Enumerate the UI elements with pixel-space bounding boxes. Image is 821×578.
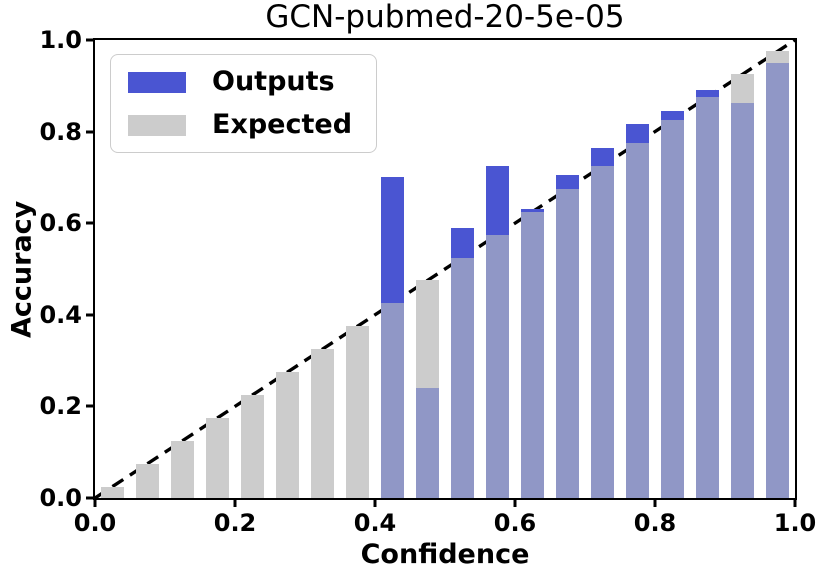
bar-segment — [695, 97, 720, 498]
bar-segment — [345, 326, 370, 498]
bar-segment — [205, 417, 230, 498]
bar-segment — [555, 188, 580, 498]
x-tick-mark — [653, 498, 657, 507]
legend-label-expected: Expected — [212, 109, 353, 140]
bar-segment — [100, 486, 125, 498]
bar-segment — [660, 111, 685, 121]
bar-segment — [590, 147, 615, 166]
x-tick-label: 0.2 — [213, 509, 257, 537]
legend-entry-expected: Expected — [128, 111, 352, 139]
y-tick-label: 0.0 — [39, 484, 82, 512]
y-axis-label: Accuracy — [6, 200, 38, 338]
y-tick-mark — [86, 130, 95, 134]
y-tick-mark — [86, 404, 95, 408]
legend-entry-outputs: Outputs — [128, 68, 352, 96]
bar-segment — [625, 143, 650, 498]
y-tick-mark — [86, 38, 95, 42]
y-tick-mark — [86, 221, 95, 225]
x-tick-label: 0.4 — [353, 509, 397, 537]
bar-segment — [380, 303, 405, 498]
y-tick-mark — [86, 496, 95, 500]
y-tick-label: 0.2 — [39, 392, 82, 421]
outputs-swatch-icon — [128, 71, 186, 93]
y-tick-label: 0.6 — [39, 209, 82, 238]
bar-segment — [485, 234, 510, 498]
bar-segment — [765, 51, 790, 63]
bar-segment — [660, 120, 685, 498]
plot-area: Outputs Expected 0.0 0.2 0.4 0.6 0.8 1.0 0.0 0.… — [39, 26, 816, 537]
bar-segment — [415, 280, 440, 389]
y-tick-label: 0.8 — [39, 117, 82, 146]
bar-segment — [520, 211, 545, 498]
bar-segment — [450, 227, 475, 258]
x-tick-label: 0.6 — [493, 509, 537, 537]
bar-segment — [240, 394, 265, 498]
bar-segment — [485, 165, 510, 235]
bar-segment — [310, 349, 335, 498]
bar-segment — [765, 62, 790, 498]
bar-segment — [590, 165, 615, 498]
y-tick-label: 0.4 — [39, 300, 82, 329]
bars-layer — [95, 40, 795, 498]
bar-segment — [695, 90, 720, 98]
bar-segment — [730, 74, 755, 103]
bar-segment — [625, 123, 650, 144]
legend: Outputs Expected — [110, 54, 378, 153]
x-tick-mark — [513, 498, 517, 507]
chart-title: GCN-pubmed-20-5e-05 — [265, 0, 625, 35]
x-tick-mark — [373, 498, 377, 507]
y-tick-label: 1.0 — [39, 26, 82, 54]
bar-segment — [520, 209, 545, 212]
x-tick-label: 0.8 — [633, 509, 677, 537]
bar-segment — [380, 177, 405, 304]
bar-segment — [275, 372, 300, 498]
bar-segment — [450, 257, 475, 498]
bar-segment — [170, 440, 195, 498]
y-tick-mark — [86, 313, 95, 317]
x-tick-mark — [233, 498, 237, 507]
bar-segment — [555, 175, 580, 189]
x-tick-mark — [793, 498, 797, 507]
bar-segment — [135, 463, 160, 498]
x-tick-mark — [93, 498, 97, 507]
legend-label-outputs: Outputs — [212, 66, 335, 97]
bar-segment — [730, 102, 755, 498]
x-tick-label: 0.0 — [73, 509, 117, 537]
expected-swatch-icon — [128, 114, 186, 136]
bar-segment — [415, 388, 440, 498]
x-tick-label: 1.0 — [773, 509, 817, 537]
x-axis-label: Confidence — [360, 539, 530, 570]
